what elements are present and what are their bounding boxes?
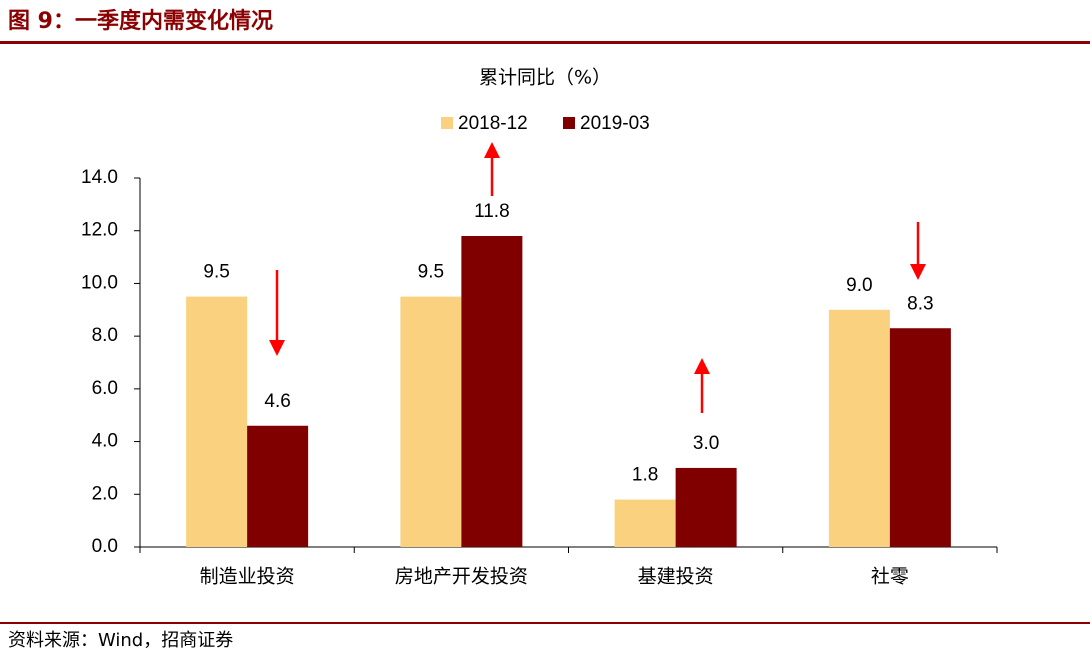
value-label: 1.8 [632,465,658,486]
y-tick-label: 12.0 [81,220,118,241]
value-label: 9.5 [418,262,444,283]
bar [186,296,248,547]
legend-swatch [441,117,453,129]
bar [400,296,462,547]
y-tick-label: 4.0 [92,431,118,452]
value-label: 9.5 [203,262,229,283]
arrow-head [484,142,500,158]
legend-label: 2018-12 [458,113,528,134]
header-rule [0,41,1090,44]
figure-title: 图 9：一季度内需变化情况 [8,8,273,34]
y-tick-label: 10.0 [81,272,118,293]
value-label: 9.0 [846,275,872,296]
arrow-head [910,264,926,280]
y-tick-label: 0.0 [92,536,118,557]
y-tick-label: 2.0 [92,483,118,504]
legend-label: 2019-03 [580,113,650,134]
legend-swatch [563,117,575,129]
value-label: 8.3 [907,293,933,314]
bar [247,425,309,547]
bar [889,328,951,547]
bar [828,309,890,547]
arrow-head [694,358,710,374]
y-tick-label: 6.0 [92,378,118,399]
value-label: 3.0 [693,433,719,454]
y-tick-label: 8.0 [92,325,118,346]
x-tick-label: 房地产开发投资 [395,566,528,588]
source: 资料来源：Wind，招商证券 [8,630,233,651]
value-label: 4.6 [264,391,290,412]
x-tick-label: 制造业投资 [200,566,295,588]
bar [675,467,737,547]
x-tick-label: 基建投资 [638,566,714,588]
arrows [269,142,926,413]
bar [614,499,676,547]
bar [461,235,523,547]
x-tick-label: 社零 [871,566,909,588]
arrow-head [269,340,285,356]
y-tick-label: 14.0 [81,167,118,188]
value-label: 11.8 [474,201,510,222]
chart-title: 累计同比（%） [479,67,611,89]
